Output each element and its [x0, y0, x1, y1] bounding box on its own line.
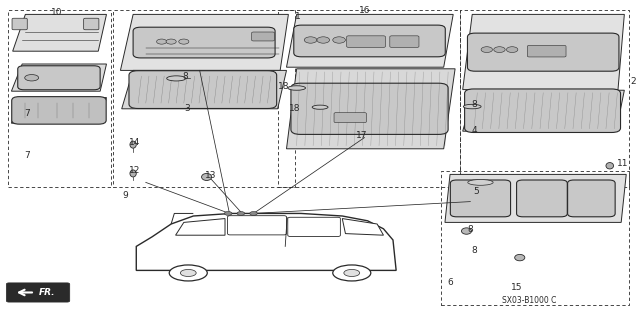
- Polygon shape: [11, 64, 106, 91]
- Ellipse shape: [201, 173, 211, 180]
- FancyBboxPatch shape: [294, 25, 445, 57]
- Polygon shape: [287, 69, 455, 149]
- Ellipse shape: [515, 254, 525, 261]
- Circle shape: [237, 212, 245, 215]
- FancyBboxPatch shape: [6, 283, 69, 302]
- Circle shape: [304, 37, 317, 43]
- FancyBboxPatch shape: [12, 18, 27, 30]
- Ellipse shape: [312, 105, 328, 109]
- Ellipse shape: [606, 163, 613, 169]
- Ellipse shape: [130, 141, 136, 148]
- FancyBboxPatch shape: [390, 36, 419, 47]
- Text: 1: 1: [295, 12, 301, 20]
- Circle shape: [506, 47, 518, 52]
- FancyBboxPatch shape: [527, 45, 566, 57]
- Ellipse shape: [333, 265, 371, 281]
- Ellipse shape: [463, 104, 481, 109]
- FancyBboxPatch shape: [517, 180, 568, 217]
- Text: 8: 8: [468, 225, 473, 234]
- Text: 16: 16: [359, 6, 370, 15]
- Text: 11: 11: [617, 159, 629, 168]
- FancyBboxPatch shape: [288, 217, 340, 236]
- Circle shape: [179, 39, 189, 44]
- Polygon shape: [462, 90, 624, 131]
- FancyBboxPatch shape: [468, 33, 619, 71]
- Polygon shape: [122, 70, 287, 109]
- Ellipse shape: [25, 75, 39, 81]
- Text: 13: 13: [205, 171, 217, 180]
- FancyBboxPatch shape: [11, 97, 106, 124]
- FancyBboxPatch shape: [334, 113, 366, 123]
- FancyBboxPatch shape: [129, 71, 276, 108]
- Polygon shape: [287, 14, 453, 67]
- Ellipse shape: [169, 265, 207, 281]
- Text: 3: 3: [184, 104, 190, 113]
- Ellipse shape: [130, 170, 136, 177]
- Text: 18: 18: [289, 104, 301, 113]
- Ellipse shape: [468, 180, 493, 185]
- Text: 15: 15: [511, 284, 522, 292]
- Text: SX03-B1000 C: SX03-B1000 C: [502, 296, 557, 305]
- Text: 8: 8: [182, 72, 188, 81]
- Polygon shape: [176, 219, 225, 235]
- Text: 7: 7: [24, 151, 29, 160]
- FancyBboxPatch shape: [568, 180, 615, 217]
- Text: 12: 12: [129, 166, 141, 175]
- FancyBboxPatch shape: [252, 32, 275, 41]
- Circle shape: [317, 37, 329, 43]
- Circle shape: [481, 47, 492, 52]
- Ellipse shape: [288, 86, 306, 90]
- Polygon shape: [342, 219, 383, 235]
- Text: FR.: FR.: [39, 288, 56, 297]
- Circle shape: [166, 39, 176, 44]
- Polygon shape: [11, 98, 106, 123]
- Ellipse shape: [344, 269, 360, 276]
- FancyBboxPatch shape: [291, 83, 448, 134]
- Ellipse shape: [180, 269, 196, 276]
- FancyBboxPatch shape: [347, 36, 385, 47]
- Circle shape: [333, 37, 345, 43]
- Polygon shape: [462, 14, 624, 90]
- FancyBboxPatch shape: [450, 180, 511, 217]
- Text: 10: 10: [52, 8, 63, 17]
- Circle shape: [224, 212, 232, 215]
- Text: 8: 8: [471, 246, 477, 255]
- Text: 2: 2: [631, 77, 636, 86]
- Circle shape: [157, 39, 167, 44]
- Text: 14: 14: [129, 138, 141, 147]
- Circle shape: [250, 212, 257, 215]
- Circle shape: [494, 47, 505, 52]
- Polygon shape: [120, 14, 289, 70]
- Text: 8: 8: [471, 100, 477, 109]
- Text: 4: 4: [471, 126, 477, 135]
- Text: 9: 9: [123, 191, 129, 200]
- Ellipse shape: [461, 228, 471, 234]
- Polygon shape: [445, 174, 626, 222]
- Text: 6: 6: [447, 278, 453, 287]
- Polygon shape: [136, 213, 396, 270]
- FancyBboxPatch shape: [83, 18, 99, 30]
- Ellipse shape: [167, 76, 186, 81]
- FancyBboxPatch shape: [464, 89, 620, 132]
- FancyBboxPatch shape: [227, 216, 287, 235]
- Text: 5: 5: [474, 188, 480, 196]
- Text: 7: 7: [24, 109, 29, 118]
- Polygon shape: [13, 14, 106, 51]
- FancyBboxPatch shape: [133, 27, 275, 58]
- Text: 17: 17: [355, 131, 367, 140]
- FancyBboxPatch shape: [18, 66, 100, 90]
- Text: 18: 18: [278, 82, 289, 91]
